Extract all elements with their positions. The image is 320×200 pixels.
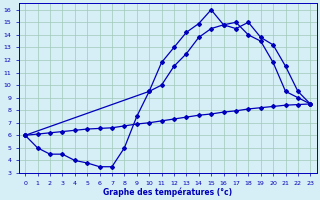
X-axis label: Graphe des températures (°c): Graphe des températures (°c) — [103, 187, 232, 197]
